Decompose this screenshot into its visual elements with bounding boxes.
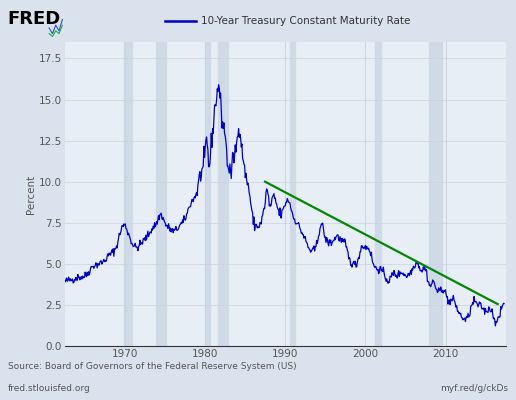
Bar — [156, 42, 166, 346]
Y-axis label: Percent: Percent — [26, 174, 36, 214]
Text: myf.red/g/ckDs: myf.red/g/ckDs — [440, 384, 508, 393]
Text: 10-Year Treasury Constant Maturity Rate: 10-Year Treasury Constant Maturity Rate — [201, 16, 411, 26]
Text: fred.stlouisfed.org: fred.stlouisfed.org — [8, 384, 90, 393]
Bar — [218, 42, 228, 346]
Text: FRED: FRED — [8, 10, 61, 28]
Bar — [429, 42, 442, 346]
Text: Source: Board of Governors of the Federal Reserve System (US): Source: Board of Governors of the Federa… — [8, 362, 296, 371]
Bar — [205, 42, 211, 346]
Bar — [375, 42, 380, 346]
Bar — [124, 42, 132, 346]
Bar — [290, 42, 295, 346]
